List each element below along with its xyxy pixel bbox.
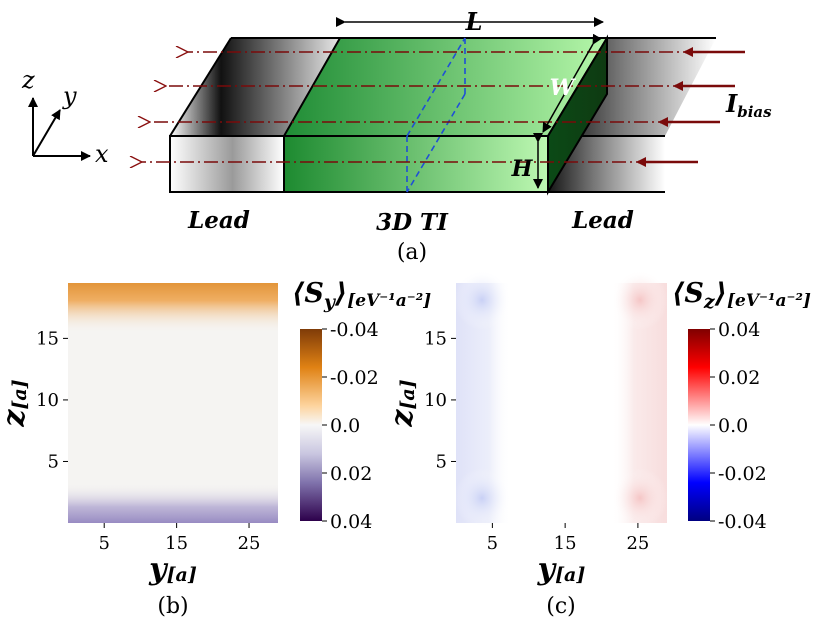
ti-front-face <box>283 135 549 193</box>
coordinate-axes: z y x <box>21 66 109 168</box>
axis-y-label: y <box>62 82 77 110</box>
device-diagram: L W H Ibias Lead 3D TI Lead (a) z y x <box>21 7 772 265</box>
colorbar-tick-label: 0.02 <box>718 367 760 389</box>
heatmap-c-blob-top-right <box>612 270 668 330</box>
heatmap-c-blob-top-left <box>454 270 510 330</box>
xtick-label: 15 <box>554 533 577 554</box>
colorbar-tick-label: 0.0 <box>330 415 360 437</box>
caption-a: (a) <box>397 240 427 265</box>
axis-z-label: z <box>21 66 35 94</box>
caption-b: (b) <box>157 594 188 619</box>
width-label: W <box>550 75 577 101</box>
left-lead-front <box>169 135 285 193</box>
y-axis-label: z[a] <box>0 379 32 427</box>
ytick-label: 15 <box>424 328 447 349</box>
right-lead-front <box>546 136 665 192</box>
x-axis-label: y[a] <box>148 552 197 587</box>
ytick-label: 15 <box>36 328 59 349</box>
xtick-label: 5 <box>98 533 109 554</box>
xtick-label: 25 <box>238 533 261 554</box>
lead-left-label: Lead <box>187 207 250 234</box>
height-label: H <box>511 156 534 182</box>
ti-label: 3D TI <box>376 209 449 236</box>
colorbar-b <box>300 329 322 521</box>
xtick-label: 25 <box>626 533 649 554</box>
width-arrow <box>542 33 602 133</box>
heatmap-b-bottom-band <box>68 483 278 523</box>
colorbar-c <box>688 329 710 521</box>
axis-x-label: x <box>95 140 109 168</box>
x-axis-label: y[a] <box>537 552 586 587</box>
colorbar-tick-label: 0.04 <box>718 319 760 341</box>
cross-section-plane <box>406 37 466 193</box>
colorbar-tick-label: -0.02 <box>718 463 767 485</box>
colorbar-tick-label: 0.0 <box>718 415 748 437</box>
ytick-label: 5 <box>48 451 59 472</box>
xtick-label: 15 <box>165 533 188 554</box>
heatmap-b-top-band <box>68 283 278 333</box>
colorbar-tick-label: 0.04 <box>330 511 372 533</box>
lead-right-label: Lead <box>571 207 634 234</box>
heatmap-c-blob-bottom-right <box>612 468 668 528</box>
colorbar-tick-label: -0.04 <box>330 319 379 341</box>
heatmap-c-blob-bottom-left <box>454 468 510 528</box>
colorbar-tick-label: 0.02 <box>330 463 372 485</box>
caption-c: (c) <box>546 594 576 619</box>
colorbar-tick-label: -0.02 <box>330 367 379 389</box>
length-label: L <box>465 7 483 36</box>
ytick-label: 5 <box>436 451 447 472</box>
ytick-label: 10 <box>36 390 59 411</box>
xtick-label: 5 <box>487 533 498 554</box>
current-label: Ibias <box>725 89 772 121</box>
colorbar-c-title: ⟨Sz⟩[eV⁻¹a⁻²] <box>672 278 811 313</box>
y-axis-label: z[a] <box>385 379 420 427</box>
colorbar-b-title: ⟨Sy⟩[eV⁻¹a⁻²] <box>292 278 431 313</box>
ytick-label: 10 <box>424 390 447 411</box>
colorbar-tick-label: -0.04 <box>718 511 767 533</box>
